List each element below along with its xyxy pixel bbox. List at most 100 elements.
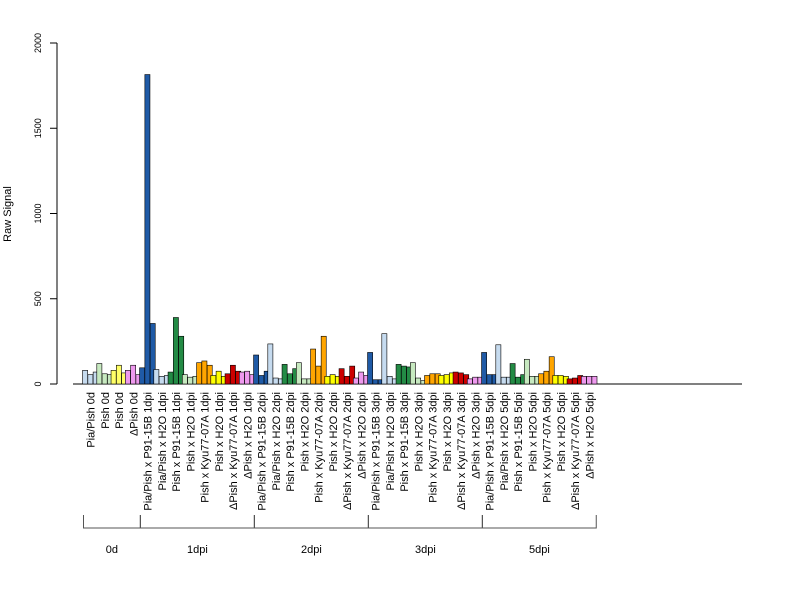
group-bracket	[482, 515, 597, 529]
category-label: Pish x P91-15B 1dpi	[171, 392, 183, 492]
bar	[139, 367, 145, 385]
bar	[495, 344, 502, 385]
category-label: Pish x Kyu77-07A 2dpi	[314, 392, 326, 503]
bar	[329, 374, 336, 385]
category-label: Pia/Pish x P91-15B 1dpi	[143, 392, 155, 511]
y-tick-label: 1500	[33, 118, 43, 138]
category-label: Pish x P91-15B 5dpi	[513, 392, 525, 492]
bar	[206, 364, 213, 385]
bar	[415, 377, 422, 385]
category-label: Pish x H2O 5dpi	[527, 392, 539, 471]
bar	[178, 335, 185, 385]
bar	[486, 374, 493, 385]
bar	[158, 376, 165, 385]
bar	[349, 365, 356, 385]
bar	[182, 374, 188, 385]
category-label: Pish x H2O 1dpi	[214, 392, 226, 471]
bar	[320, 335, 327, 385]
category-label: Pish x Kyu77-07A 5dpi	[542, 392, 554, 503]
category-label: Pish x H2O 1dpi	[185, 392, 197, 471]
category-label: Pish x P91-15B 3dpi	[399, 392, 411, 492]
category-label: ΔPish x Kyu77-07A 3dpi	[456, 392, 468, 510]
y-axis-label: Raw Signal	[2, 186, 14, 242]
bar	[543, 370, 550, 385]
bar	[443, 374, 450, 385]
bar	[201, 360, 208, 385]
y-tick-label: 0	[33, 381, 43, 386]
bar	[287, 373, 293, 385]
bar	[253, 354, 259, 385]
category-label: Pish x H2O 5dpi	[556, 392, 568, 471]
bar	[409, 362, 416, 385]
bar	[429, 373, 436, 385]
category-label: Pish 0d	[100, 392, 112, 429]
bar	[267, 343, 274, 385]
bar	[281, 364, 288, 385]
bar	[125, 370, 131, 385]
category-label: ΔPish x Kyu77-07A 1dpi	[228, 392, 240, 510]
bar	[515, 376, 521, 385]
bar	[395, 364, 402, 385]
bar	[591, 376, 598, 385]
bar	[344, 376, 350, 385]
category-label: Pia/Pish x H2O 3dpi	[385, 392, 397, 490]
bar	[187, 376, 194, 385]
bar	[110, 370, 117, 385]
bar	[529, 376, 535, 385]
category-label: Pia/Pish x P91-15B 3dpi	[371, 392, 383, 511]
category-label: Pish x Kyu77-07A 3dpi	[428, 392, 440, 503]
bar	[438, 375, 445, 385]
bar	[315, 365, 322, 385]
category-label: ΔPish x H2O 3dpi	[470, 392, 482, 479]
bar	[538, 373, 544, 385]
category-label: Pia/Pish x P91-15B 5dpi	[485, 392, 497, 511]
bar	[500, 376, 507, 385]
bar	[324, 376, 331, 385]
group-bracket	[83, 515, 141, 529]
category-label: Pia/Pish x P91-15B 2dpi	[257, 392, 269, 511]
bar	[301, 378, 308, 385]
bar	[244, 370, 251, 385]
bar	[472, 376, 479, 385]
category-label: ΔPish x H2O 2dpi	[356, 392, 368, 479]
category-label: Pia/Pish 0d	[86, 392, 98, 448]
bar	[230, 364, 236, 385]
bar	[101, 373, 108, 385]
bar	[272, 377, 279, 385]
bar	[566, 378, 573, 385]
bar	[580, 376, 587, 385]
bar	[523, 358, 530, 385]
bar	[401, 365, 407, 385]
bar	[295, 362, 302, 385]
category-label: ΔPish x Kyu77-07A 2dpi	[342, 392, 354, 510]
group-bracket	[140, 515, 255, 529]
category-label: ΔPish x H2O 5dpi	[584, 392, 596, 479]
category-label: Pia/Pish x H2O 5dpi	[499, 392, 511, 490]
bar	[358, 371, 365, 385]
bar	[239, 371, 245, 385]
group-bracket	[368, 515, 483, 529]
bar	[82, 370, 88, 385]
bar	[87, 374, 94, 385]
category-label: Pish x H2O 3dpi	[442, 392, 454, 471]
category-label: Pish x H2O 2dpi	[328, 392, 340, 471]
bar	[424, 375, 430, 385]
category-label: Pish 0d	[114, 392, 126, 429]
bar	[367, 352, 373, 385]
category-label: Pish x P91-15B 2dpi	[285, 392, 297, 492]
bar	[173, 317, 179, 385]
bar	[458, 372, 464, 385]
bar	[557, 375, 564, 385]
bar	[144, 74, 151, 385]
category-label: Pia/Pish x H2O 1dpi	[157, 392, 169, 490]
bar	[215, 370, 222, 385]
group-label: 0d	[106, 544, 118, 556]
bar	[130, 364, 137, 385]
category-label: Pish x H2O 3dpi	[413, 392, 425, 471]
bar	[386, 376, 393, 385]
group-label: 2dpi	[301, 544, 322, 556]
bar	[466, 378, 473, 385]
bar	[452, 371, 459, 385]
bar	[149, 323, 156, 385]
